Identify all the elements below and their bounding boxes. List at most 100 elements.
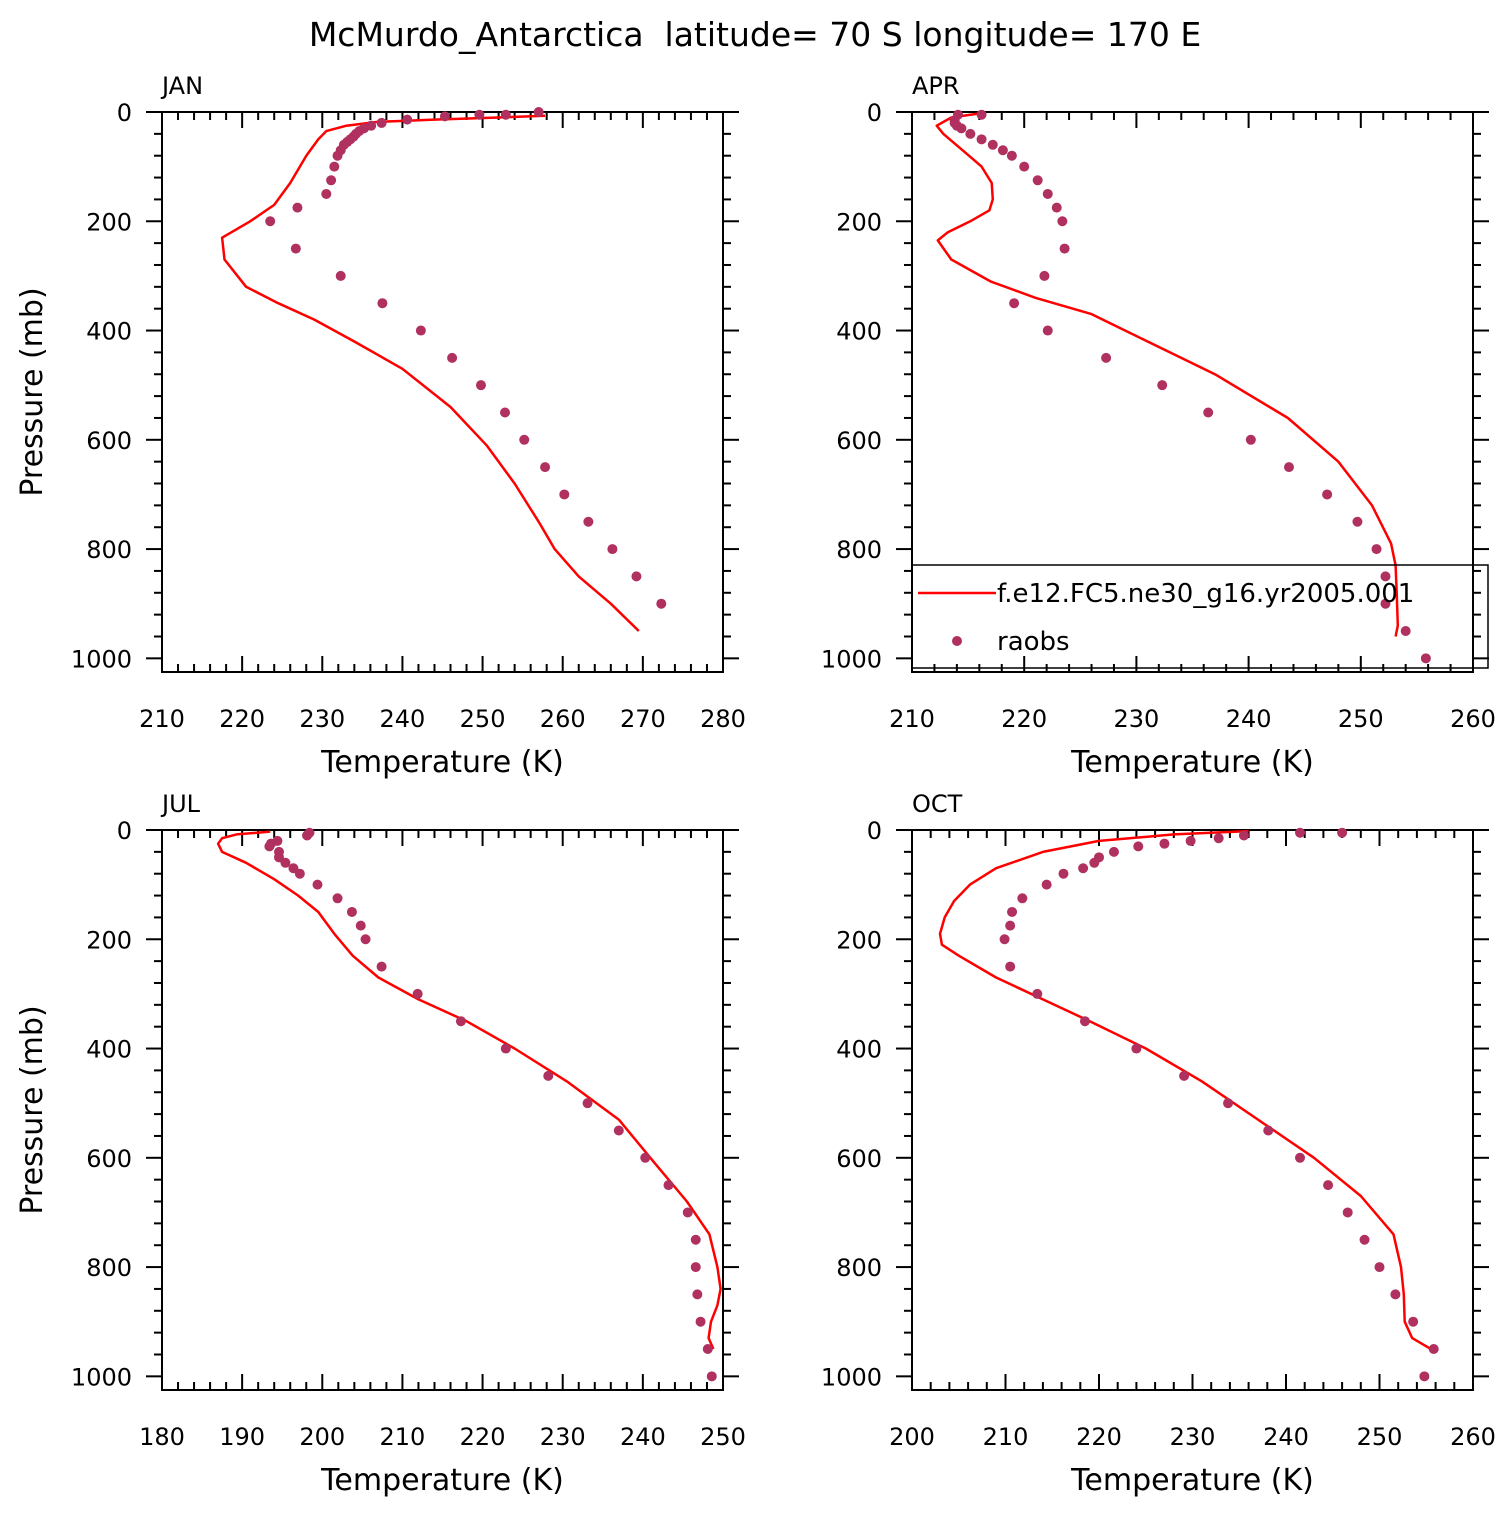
obs-point xyxy=(1295,1152,1306,1163)
obs-point xyxy=(965,128,976,139)
x-tick-label: 240 xyxy=(1263,1423,1309,1451)
obs-point xyxy=(335,270,346,281)
obs-point xyxy=(332,150,343,161)
x-tick-label: 210 xyxy=(983,1423,1029,1451)
legend-model-label: f.e12.FC5.ne30_g16.yr2005.001 xyxy=(997,579,1414,609)
x-tick-label: 260 xyxy=(540,705,586,733)
panel-oct: 200 210 220 230 240 250 260 0 200 400 600 800 1000 OC… xyxy=(821,790,1496,1498)
obs-point xyxy=(1101,352,1112,363)
y-tick-label: 600 xyxy=(836,427,882,455)
obs-point xyxy=(692,1289,703,1300)
obs-point xyxy=(1380,598,1391,609)
obs-point xyxy=(1039,270,1050,281)
panel-month-label: JAN xyxy=(160,72,203,100)
y-tick-label: 800 xyxy=(86,536,132,564)
x-tick-label: 260 xyxy=(1450,1423,1496,1451)
obs-point xyxy=(1323,1180,1334,1191)
obs-point xyxy=(1032,988,1043,999)
obs-point xyxy=(640,1152,651,1163)
y-tick-label: 400 xyxy=(836,1036,882,1064)
obs-point xyxy=(1238,830,1249,841)
obs-point xyxy=(1380,571,1391,582)
obs-point xyxy=(1019,161,1030,172)
x-tick-label: 180 xyxy=(139,1423,185,1451)
obs-point xyxy=(663,1180,674,1191)
obs-point xyxy=(415,325,426,336)
obs-point xyxy=(500,109,511,120)
obs-point xyxy=(533,107,544,117)
model-series-line xyxy=(938,829,1437,1353)
panel-month-label: OCT xyxy=(912,790,963,818)
obs-point xyxy=(290,243,301,254)
plot-frame xyxy=(911,829,1474,1391)
obs-point xyxy=(1009,298,1020,309)
obs-point xyxy=(1213,833,1224,844)
obs-point xyxy=(1342,1207,1353,1218)
x-tick-label: 240 xyxy=(1226,705,1272,733)
y-tick-label: 0 xyxy=(117,817,132,845)
obs-point xyxy=(1245,434,1256,445)
obs-point xyxy=(292,202,303,213)
obs-point xyxy=(1007,906,1018,917)
obs-point xyxy=(956,123,967,134)
y-tick-label: 0 xyxy=(117,99,132,127)
obs-point xyxy=(1223,1098,1234,1109)
obs-point xyxy=(264,841,275,852)
x-tick-label: 210 xyxy=(889,705,935,733)
y-tick-label: 1000 xyxy=(821,1363,882,1391)
y-tick-label: 0 xyxy=(867,99,882,127)
obs-point xyxy=(1032,175,1043,186)
obs-point xyxy=(302,830,313,841)
obs-point xyxy=(1400,626,1411,637)
obs-point xyxy=(280,857,291,868)
legend-obs-swatch xyxy=(952,636,962,646)
x-tick-label: 220 xyxy=(219,705,265,733)
x-axis-label: Temperature (K) xyxy=(1070,1463,1314,1498)
x-tick-label: 250 xyxy=(1338,705,1384,733)
figure-title: McMurdo_Antarctica latitude= 70 S longit… xyxy=(309,15,1201,54)
obs-point xyxy=(1079,1016,1090,1027)
obs-point xyxy=(1322,489,1333,500)
obs-point xyxy=(1005,961,1016,972)
obs-point xyxy=(265,216,276,227)
x-tick-label: 250 xyxy=(460,705,506,733)
obs-point xyxy=(1041,879,1052,890)
x-tick-label: 210 xyxy=(380,1423,426,1451)
legend-obs-label: raobs xyxy=(997,627,1070,657)
x-axis-label: Temperature (K) xyxy=(320,745,564,780)
obs-point xyxy=(706,1371,717,1382)
y-tick-label: 200 xyxy=(836,926,882,954)
obs-point xyxy=(1042,188,1053,199)
x-tick-label: 230 xyxy=(540,1423,586,1451)
obs-point xyxy=(294,868,305,879)
obs-point xyxy=(1078,863,1089,874)
obs-point xyxy=(500,407,511,418)
plot-frame xyxy=(911,111,1474,673)
y-tick-label: 800 xyxy=(86,1254,132,1282)
y-tick-label: 200 xyxy=(86,208,132,236)
obs-point xyxy=(999,934,1010,945)
obs-point xyxy=(500,1043,511,1054)
x-tick-label: 250 xyxy=(1357,1423,1403,1451)
obs-point xyxy=(329,161,340,172)
obs-point xyxy=(976,134,987,145)
obs-point xyxy=(376,117,387,128)
obs-point xyxy=(1131,1043,1142,1054)
x-tick-label: 250 xyxy=(700,1423,746,1451)
obs-point xyxy=(1263,1125,1274,1136)
panel-month-label: JUL xyxy=(160,790,201,818)
obs-point xyxy=(695,1316,706,1327)
obs-point xyxy=(1359,1234,1370,1245)
obs-point xyxy=(455,1016,466,1027)
obs-point xyxy=(332,893,343,904)
obs-point xyxy=(690,1234,701,1245)
model-series-line xyxy=(935,111,1400,637)
obs-point xyxy=(377,298,388,309)
obs-point xyxy=(474,109,485,120)
y-tick-label: 200 xyxy=(836,208,882,236)
obs-point xyxy=(690,1262,701,1273)
obs-point xyxy=(1352,516,1363,527)
obs-point xyxy=(1428,1344,1439,1355)
obs-point xyxy=(1057,216,1068,227)
